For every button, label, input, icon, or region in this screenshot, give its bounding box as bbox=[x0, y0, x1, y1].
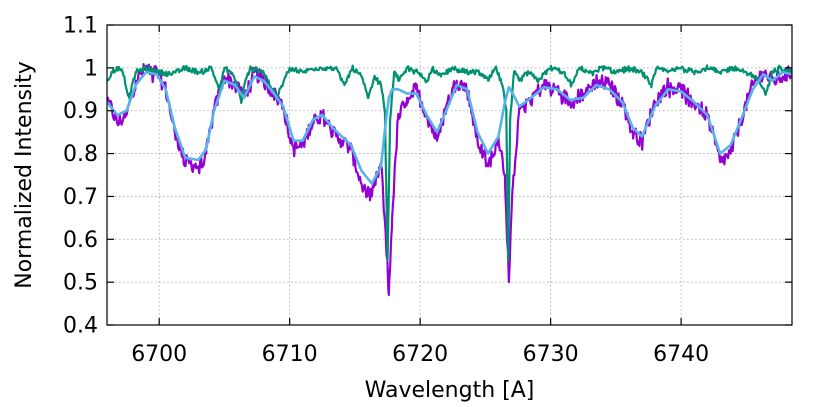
y-tick-label: 0.6 bbox=[63, 228, 98, 253]
tick-layer bbox=[107, 24, 792, 326]
y-tick-label: 1.1 bbox=[63, 14, 98, 39]
x-tick-label: 6740 bbox=[653, 342, 709, 367]
y-axis-title: Normalized Intensity bbox=[12, 61, 37, 289]
series-line-3 bbox=[107, 70, 792, 185]
x-axis-title: Wavelength [A] bbox=[365, 378, 535, 403]
y-tick-label: 1 bbox=[84, 56, 98, 81]
x-tick-label: 6720 bbox=[392, 342, 448, 367]
y-tick-label: 0.9 bbox=[63, 99, 98, 124]
y-tick-label: 0.8 bbox=[63, 142, 98, 167]
tick-label-layer: 0.4 0.5 0.6 0.7 0.8 0.9 1 1.1 6700 6710 6720 6730 67… bbox=[63, 14, 709, 368]
x-tick-label: 6730 bbox=[523, 342, 579, 367]
y-tick-label: 0.7 bbox=[63, 185, 98, 210]
series-line-2 bbox=[107, 64, 792, 262]
y-tick-label: 0.5 bbox=[63, 271, 98, 296]
y-tick-label: 0.4 bbox=[63, 314, 98, 339]
series-layer bbox=[107, 62, 792, 297]
x-tick-label: 6710 bbox=[262, 342, 318, 367]
x-tick-label: 6700 bbox=[131, 342, 187, 367]
plot-frame bbox=[106, 24, 793, 326]
